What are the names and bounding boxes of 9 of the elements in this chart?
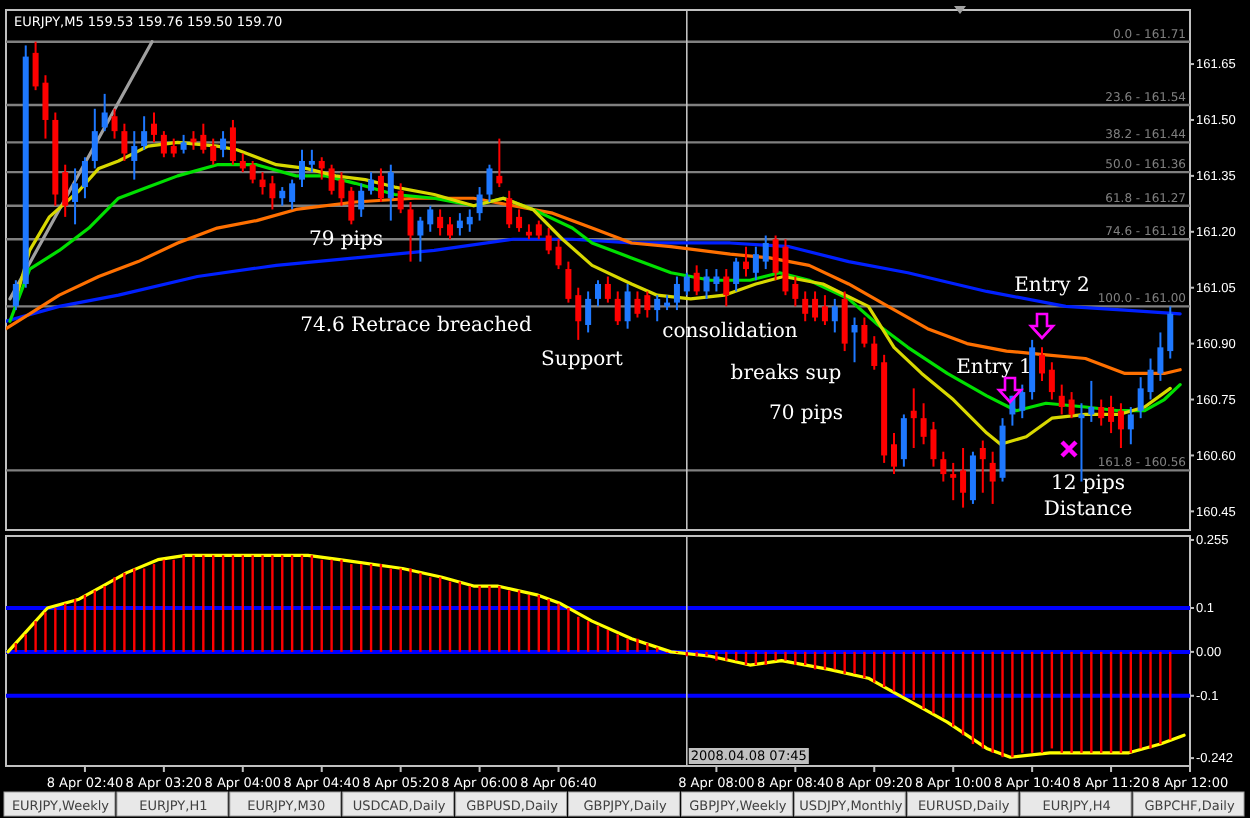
annotation: 79 pips <box>308 229 384 252</box>
annotation: breaks sup <box>730 363 842 386</box>
annotation: Distance <box>1043 499 1133 522</box>
annotation: Support <box>541 349 623 372</box>
annotation: 74.6 Retrace breached <box>300 315 533 338</box>
annotation: 70 pips <box>768 403 844 426</box>
annotation: Entry 2 <box>1014 275 1090 298</box>
annotation: Entry 1 <box>956 357 1032 380</box>
annotation: 12 pips <box>1050 473 1126 496</box>
